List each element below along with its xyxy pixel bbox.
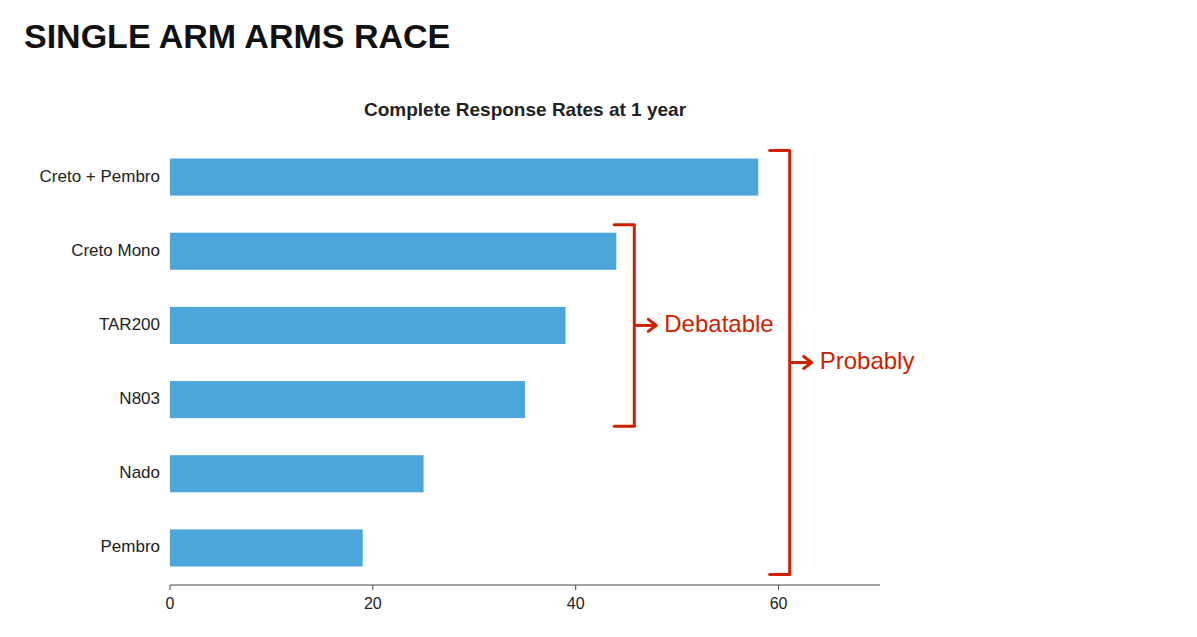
category-label: Pembro <box>100 537 160 556</box>
bracket-arm <box>614 223 634 226</box>
chart: SINGLE ARM ARMS RACE Complete Response Ra… <box>0 0 1197 637</box>
bracket <box>614 225 656 426</box>
bar <box>170 529 363 566</box>
category-label: N803 <box>119 389 160 408</box>
bracket <box>770 151 812 575</box>
bar <box>170 455 424 492</box>
bar <box>170 307 566 344</box>
x-tick <box>575 585 576 590</box>
category-label: Creto Mono <box>71 241 160 260</box>
x-axis-line <box>170 585 880 586</box>
category-label: Nado <box>119 463 160 482</box>
category-label: Creto + Pembro <box>40 167 160 186</box>
annotation: Debatable <box>664 310 773 337</box>
x-tick-label: 20 <box>364 595 382 612</box>
bracket-arrowhead <box>648 319 656 331</box>
x-tick <box>372 585 373 590</box>
bracket-arm <box>770 149 790 152</box>
subtitle: Complete Response Rates at 1 year <box>364 99 687 120</box>
bar <box>170 233 616 270</box>
bars <box>170 159 758 567</box>
x-tick <box>170 585 171 590</box>
annotation: Probably <box>820 347 915 374</box>
x-tick-label: 60 <box>770 595 788 612</box>
category-label: TAR200 <box>99 315 160 334</box>
bar <box>170 159 758 196</box>
x-tick-label: 40 <box>567 595 585 612</box>
bar <box>170 381 525 418</box>
x-tick-label: 0 <box>166 595 175 612</box>
bracket-arm <box>614 425 634 428</box>
title: SINGLE ARM ARMS RACE <box>24 17 450 55</box>
bracket-arm <box>770 573 790 576</box>
bracket-arrowhead <box>804 357 812 369</box>
x-tick <box>778 585 779 590</box>
